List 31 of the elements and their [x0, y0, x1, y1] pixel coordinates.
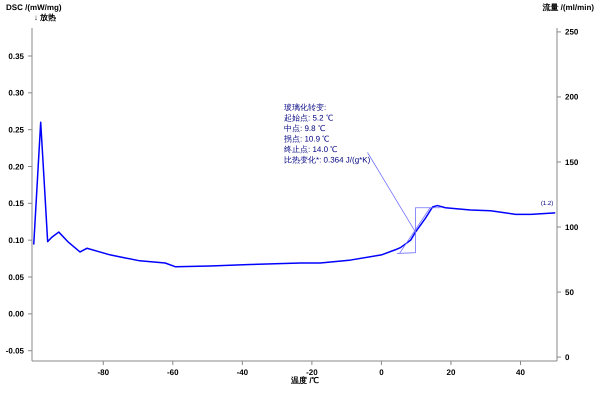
annotation: 终止点: 14.0 ℃ — [284, 145, 338, 154]
y-tick-label: 0.10 — [8, 236, 25, 245]
annotation: 比热变化*: 0.364 J/(g*K) — [284, 156, 371, 164]
y-tick-label: 0.20 — [8, 162, 25, 172]
y2-tick-label: 250 — [565, 28, 579, 37]
x-tick-label: 20 — [446, 368, 456, 377]
annotation: 拐点: 10.9 ℃ — [283, 134, 330, 144]
x-tick-label: -60 — [167, 368, 180, 377]
x-tick-label: -20 — [306, 368, 318, 377]
y2-tick-label: 50 — [565, 288, 574, 297]
y2-tick-label: 100 — [565, 222, 579, 232]
y-tick-label: 0.15 — [8, 199, 25, 208]
annotation: 起始点: 5.2 ℃ — [284, 114, 333, 122]
x-tick-label: -40 — [236, 368, 249, 377]
y-tick-label: 0.30 — [8, 88, 25, 98]
y-tick-label: 0.35 — [8, 52, 25, 61]
y2-tick-label: 150 — [565, 158, 579, 167]
y-tick-label: 0.05 — [8, 272, 25, 282]
annotation: 玻璃化转变: — [284, 103, 326, 112]
y2-tick-label: 0 — [565, 352, 570, 362]
y-axis-title: DSC /(mW/mg) ↓ 放热 — [6, 3, 62, 22]
x-tick-label: 0 — [379, 368, 384, 377]
x-tick-label: -80 — [97, 368, 110, 377]
y2-axis-title: 流量 /(ml/min) — [541, 2, 594, 12]
annotation: 中点: 9.8 ℃ — [284, 124, 325, 133]
x-tick-label: 40 — [516, 368, 526, 377]
y-tick-label: 0.00 — [8, 310, 25, 319]
y-tick-label: 0.25 — [8, 125, 25, 134]
y-tick-label: -0.05 — [6, 346, 25, 356]
x-axis-title: 温度 /℃ — [290, 375, 320, 385]
y2-tick-label: 200 — [565, 92, 579, 102]
